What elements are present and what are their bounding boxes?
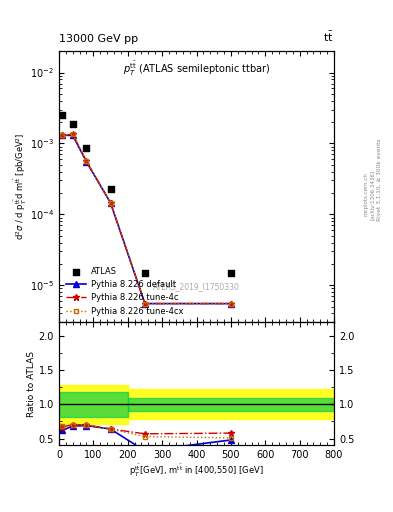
ATLAS [228,269,234,277]
Text: Rivet 3.1.10, ≥ 300k events: Rivet 3.1.10, ≥ 300k events [377,138,382,221]
Text: 13000 GeV pp: 13000 GeV pp [59,33,138,44]
Pythia 8.226 tune-4cx [229,301,233,307]
ATLAS [142,269,148,277]
ATLAS [83,144,90,153]
Pythia 8.226 tune-4c [60,132,65,138]
Text: $\mathrm{t\bar{t}}$: $\mathrm{t\bar{t}}$ [323,29,334,44]
Legend: ATLAS, Pythia 8.226 default, Pythia 8.226 tune-4c, Pythia 8.226 tune-4cx: ATLAS, Pythia 8.226 default, Pythia 8.22… [63,265,185,318]
Pythia 8.226 tune-4c [84,158,89,164]
ATLAS [70,120,76,128]
Bar [128,389,334,419]
Pythia 8.226 default [229,301,233,307]
Line: Pythia 8.226 tune-4c: Pythia 8.226 tune-4c [59,131,234,307]
Bar [59,385,128,423]
ATLAS [107,184,114,193]
Pythia 8.226 tune-4cx [143,301,147,307]
Y-axis label: d$^2\sigma$ / d p$_T^{\mathrm{t\bar{t}}}$d m$^{\mathrm{t\bar{t}}}$ [pb/GeV$^2$]: d$^2\sigma$ / d p$_T^{\mathrm{t\bar{t}}}… [12,133,29,241]
Line: Pythia 8.226 tune-4cx: Pythia 8.226 tune-4cx [60,132,233,306]
Pythia 8.226 tune-4cx [84,158,89,164]
Bar [128,397,334,411]
Pythia 8.226 tune-4cx [108,200,113,206]
Bar [59,392,128,417]
Pythia 8.226 default [70,132,75,138]
ATLAS [59,111,66,119]
Pythia 8.226 tune-4cx [70,131,75,137]
Pythia 8.226 default [108,200,113,206]
Pythia 8.226 tune-4c [108,200,113,206]
Pythia 8.226 tune-4c [143,301,147,307]
Line: Pythia 8.226 default: Pythia 8.226 default [60,133,234,306]
Pythia 8.226 tune-4c [70,131,75,137]
Pythia 8.226 default [60,132,65,138]
Pythia 8.226 default [84,159,89,165]
X-axis label: p$_T^{\mathrm{t\bar{t}}}$[GeV], m$^{\mathrm{t\bar{t}}}$ in [400,550] [GeV]: p$_T^{\mathrm{t\bar{t}}}$[GeV], m$^{\mat… [129,463,264,479]
Text: ATLAS_2019_I1750330: ATLAS_2019_I1750330 [153,283,240,291]
Pythia 8.226 default [143,301,147,307]
Text: mcplots.cern.ch: mcplots.cern.ch [364,173,368,217]
Pythia 8.226 tune-4cx [60,132,65,138]
Y-axis label: Ratio to ATLAS: Ratio to ATLAS [27,351,36,417]
Pythia 8.226 tune-4c [229,301,233,307]
Text: $p_T^{\mathrm{t\bar{t}}}$ (ATLAS semileptonic ttbar): $p_T^{\mathrm{t\bar{t}}}$ (ATLAS semilep… [123,59,270,77]
Text: [arXiv:1306.3436]: [arXiv:1306.3436] [370,169,375,220]
